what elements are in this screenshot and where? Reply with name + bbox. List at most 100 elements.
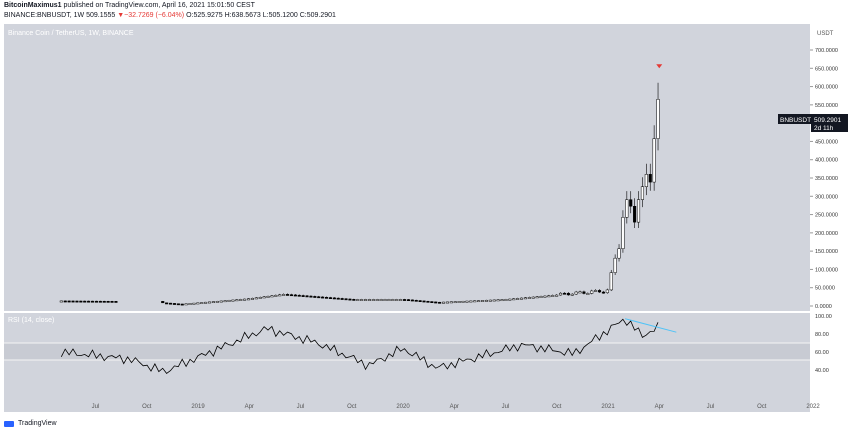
candle: [363, 299, 368, 301]
candle: [63, 300, 67, 303]
candle: [114, 301, 118, 303]
price-tick-label: 0.0000: [815, 304, 832, 310]
candle: [473, 300, 477, 303]
candle: [457, 301, 461, 303]
candle: [371, 299, 375, 301]
candle: [289, 294, 293, 297]
candle: [434, 301, 438, 304]
candle: [508, 298, 512, 301]
candle: [441, 301, 446, 304]
tradingview-logo-icon[interactable]: [4, 420, 14, 427]
footer: TradingView: [4, 420, 57, 427]
brand-name[interactable]: TradingView: [18, 420, 57, 427]
x-tick-label: Oct: [347, 404, 357, 410]
candle: [59, 300, 63, 303]
candle: [110, 301, 114, 303]
bar-countdown: 2d 11h: [814, 125, 834, 132]
candle: [90, 300, 95, 303]
symbol-line: BINANCE:BNBUSDT, 1W: [4, 12, 85, 19]
candle: [254, 297, 258, 300]
candle: [235, 299, 239, 302]
candle: [484, 299, 488, 302]
candle: [67, 300, 71, 303]
candle: [480, 300, 485, 302]
rsi-tick-label: 40.00: [815, 368, 829, 374]
candle: [83, 300, 87, 303]
candle: [648, 174, 652, 183]
candle: [204, 301, 208, 304]
candle: [609, 272, 613, 291]
candle: [523, 297, 527, 300]
candle: [566, 292, 570, 296]
price-tick-label: 150.0000: [815, 249, 838, 255]
candle: [555, 294, 559, 297]
symbol-tag-label: BNBUSDT: [780, 117, 811, 124]
x-tick-label: Jul: [502, 404, 510, 410]
candle: [375, 299, 379, 301]
x-tick-label: Oct: [142, 404, 152, 410]
candle: [531, 296, 535, 299]
candle: [410, 299, 414, 302]
candle: [106, 300, 110, 303]
candle: [395, 299, 399, 301]
price-axis[interactable]: [810, 24, 850, 412]
price-tick-label: 250.0000: [815, 213, 838, 219]
candle: [317, 296, 321, 299]
x-tick-label: 2022: [806, 404, 820, 410]
rsi-tick-label: 80.00: [815, 332, 829, 338]
candle: [543, 295, 547, 298]
candle: [161, 301, 165, 304]
candle: [313, 296, 317, 298]
rsi-trendline[interactable]: [624, 318, 677, 333]
candle: [582, 291, 586, 294]
candle: [71, 300, 75, 303]
candle: [488, 299, 492, 302]
candle: [246, 298, 251, 301]
candle: [98, 300, 102, 303]
candle: [629, 199, 633, 207]
price-tick-label: 100.0000: [815, 267, 838, 273]
sell-signal-icon: [656, 64, 663, 69]
candle: [516, 298, 520, 300]
candle: [586, 293, 590, 295]
x-tick-label: Apr: [655, 404, 664, 410]
x-tick-label: Oct: [757, 404, 767, 410]
candle: [597, 290, 602, 293]
current-price: 509.2901: [814, 117, 841, 124]
x-tick-label: Jul: [707, 404, 715, 410]
candle: [496, 299, 500, 302]
x-tick-label: 2021: [601, 404, 615, 410]
author-name[interactable]: BitcoinMaximus1: [4, 2, 62, 9]
candle: [399, 299, 403, 301]
price-tick-label: 50.0000: [815, 286, 835, 292]
candle: [79, 300, 83, 303]
candle: [644, 174, 648, 187]
candle: [196, 302, 200, 305]
last-price: 509.1555: [86, 12, 116, 19]
candle: [453, 301, 457, 304]
candle: [426, 300, 430, 303]
candle: [243, 298, 247, 301]
candle: [258, 297, 262, 299]
symbol-tag: [778, 114, 811, 124]
candle: [348, 298, 352, 301]
candle: [223, 300, 227, 303]
candle: [211, 301, 215, 304]
candle: [418, 300, 422, 303]
candle: [282, 294, 286, 296]
candle: [285, 294, 290, 296]
candle: [321, 296, 325, 299]
price-tick-label: 450.0000: [815, 139, 838, 145]
candle: [574, 291, 578, 295]
candle: [590, 290, 594, 294]
candle: [430, 301, 434, 304]
candle: [558, 292, 563, 296]
candle: [270, 295, 274, 298]
candle: [594, 290, 598, 292]
candle: [633, 206, 637, 223]
x-tick-label: Apr: [450, 404, 459, 410]
rsi-title: RSI (14, close): [8, 317, 54, 324]
candle: [492, 299, 496, 302]
candle: [328, 297, 332, 299]
candle: [438, 301, 442, 304]
